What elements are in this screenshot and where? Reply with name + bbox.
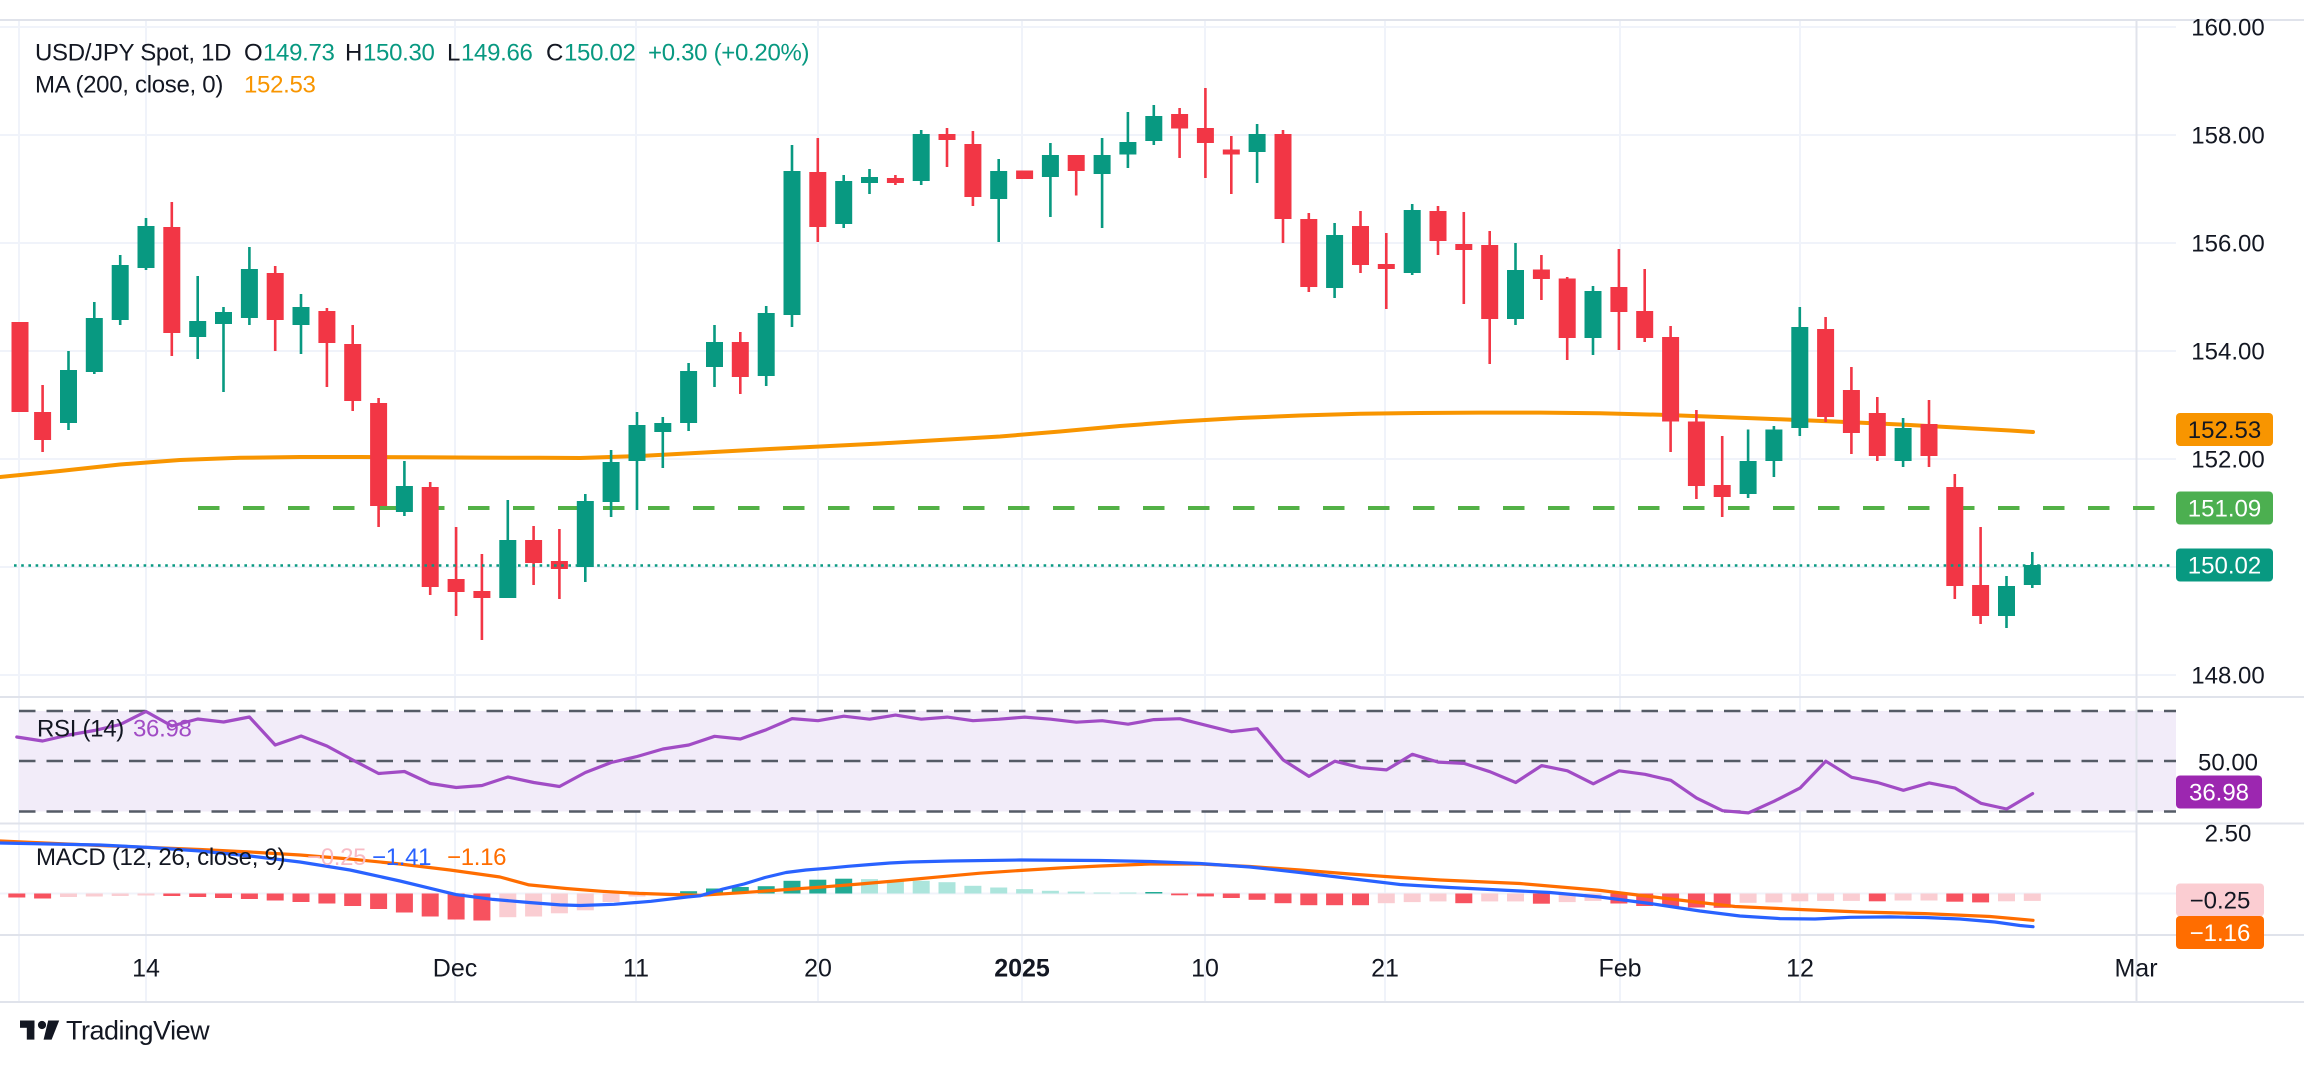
svg-text:12: 12 bbox=[1786, 955, 1814, 983]
svg-text:150.02: 150.02 bbox=[564, 40, 636, 67]
svg-text:−1.16: −1.16 bbox=[2190, 920, 2251, 947]
svg-text:MACD (12, 26, close, 9): MACD (12, 26, close, 9) bbox=[36, 844, 285, 871]
svg-text:O: O bbox=[244, 40, 262, 67]
svg-text:11: 11 bbox=[623, 955, 649, 983]
svg-text:MA (200, close, 0): MA (200, close, 0) bbox=[35, 72, 223, 99]
svg-text:149.73: 149.73 bbox=[263, 40, 335, 67]
svg-text:21: 21 bbox=[1371, 955, 1399, 983]
svg-text:36.98: 36.98 bbox=[2189, 780, 2249, 807]
svg-text:36.98: 36.98 bbox=[133, 716, 192, 743]
svg-text:152.00: 152.00 bbox=[2191, 447, 2264, 474]
svg-text:154.00: 154.00 bbox=[2191, 339, 2264, 366]
svg-text:149.66: 149.66 bbox=[461, 40, 533, 67]
svg-text:−1.16: −1.16 bbox=[447, 844, 506, 871]
svg-text:10: 10 bbox=[1191, 955, 1219, 983]
svg-text:160.00: 160.00 bbox=[2191, 15, 2264, 42]
svg-text:Mar: Mar bbox=[2114, 955, 2157, 983]
svg-text:150.30: 150.30 bbox=[363, 40, 435, 67]
svg-text:150.02: 150.02 bbox=[2188, 553, 2261, 580]
svg-text:2025: 2025 bbox=[994, 955, 1050, 983]
svg-text:158.00: 158.00 bbox=[2191, 123, 2264, 150]
svg-text:Dec: Dec bbox=[433, 955, 477, 983]
svg-text:−1.41: −1.41 bbox=[372, 844, 431, 871]
svg-text:−0.25: −0.25 bbox=[307, 844, 366, 871]
svg-text:−0.25: −0.25 bbox=[2190, 888, 2251, 915]
svg-text:152.53: 152.53 bbox=[2188, 417, 2261, 444]
svg-text:152.53: 152.53 bbox=[244, 72, 316, 99]
svg-text:2.50: 2.50 bbox=[2205, 821, 2252, 848]
svg-text:TradingView: TradingView bbox=[66, 1016, 210, 1046]
svg-text:USD/JPY Spot, 1D: USD/JPY Spot, 1D bbox=[35, 40, 231, 67]
svg-text:148.00: 148.00 bbox=[2191, 663, 2264, 690]
svg-text:Feb: Feb bbox=[1598, 955, 1641, 983]
svg-text:20: 20 bbox=[804, 955, 832, 983]
svg-text:L: L bbox=[447, 40, 460, 67]
svg-text:50.00: 50.00 bbox=[2198, 750, 2258, 777]
svg-text:+0.30 (+0.20%): +0.30 (+0.20%) bbox=[648, 40, 809, 67]
svg-text:14: 14 bbox=[132, 955, 160, 983]
svg-text:151.09: 151.09 bbox=[2188, 496, 2261, 523]
svg-text:RSI (14): RSI (14) bbox=[37, 716, 124, 743]
svg-text:156.00: 156.00 bbox=[2191, 231, 2264, 258]
svg-text:H: H bbox=[345, 40, 362, 67]
svg-text:C: C bbox=[546, 40, 563, 67]
